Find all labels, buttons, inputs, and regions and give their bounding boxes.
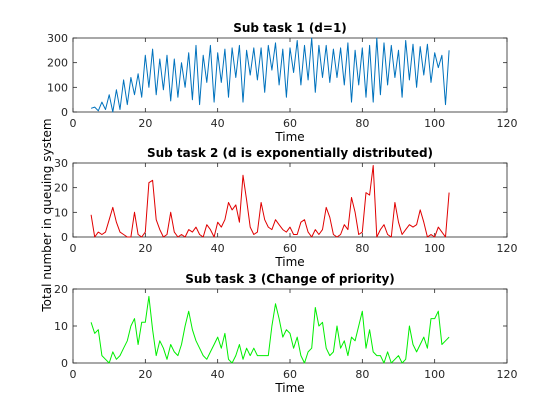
x-axis-label: Time	[274, 130, 304, 144]
x-tick-label: 120	[497, 368, 518, 381]
y-tick-label: 10	[54, 320, 68, 333]
y-tick-label: 0	[61, 231, 68, 244]
x-tick-label: 0	[70, 368, 77, 381]
y-tick-label: 10	[54, 206, 68, 219]
y-tick-label: 0	[61, 357, 68, 370]
y-tick-label: 20	[54, 182, 68, 195]
series-line	[90, 165, 450, 238]
x-tick-label: 80	[355, 242, 369, 255]
y-tick-label: 0	[61, 106, 68, 119]
subplot-title: Sub task 2 (d is exponentially distribut…	[147, 146, 433, 160]
x-tick-label: 100	[424, 117, 445, 130]
y-tick-label: 300	[47, 32, 68, 45]
x-tick-label: 60	[283, 117, 297, 130]
x-tick-label: 40	[211, 242, 225, 255]
x-axis-label: Time	[274, 255, 304, 269]
subplot-1: 0 20 40 60 80 100 120 0 100 200 300 Sub task 1 (d=1…	[47, 21, 518, 144]
x-tick-label: 60	[283, 242, 297, 255]
axes-box	[72, 288, 508, 364]
x-tick-label: 80	[355, 117, 369, 130]
axes-box	[72, 162, 508, 238]
y-tick-label: 30	[54, 157, 68, 170]
x-tick-label: 100	[424, 242, 445, 255]
subplot-2: 0 20 40 60 80 100 120 0 10 20 30 Sub task 2 (d is e…	[54, 146, 518, 269]
x-tick-label: 20	[138, 368, 152, 381]
x-tick-label: 80	[355, 368, 369, 381]
x-axis-label: Time	[274, 381, 304, 395]
x-tick-label: 120	[497, 117, 518, 130]
x-tick-label: 0	[70, 242, 77, 255]
series-line	[90, 37, 450, 113]
x-tick-label: 20	[138, 117, 152, 130]
y-tick-label: 20	[54, 283, 68, 296]
x-tick-label: 60	[283, 368, 297, 381]
subplot-title: Sub task 1 (d=1)	[233, 21, 347, 35]
x-tick-label: 120	[497, 242, 518, 255]
subplot-3: 0 20 40 60 80 100 120 0 10 20 Sub task 3 (Change o…	[54, 272, 518, 395]
series-line	[90, 295, 450, 364]
y-tick-label: 100	[47, 81, 68, 94]
shared-y-axis-label: Total number in queuing system	[40, 118, 54, 312]
y-tick-label: 200	[47, 57, 68, 70]
x-tick-label: 0	[70, 117, 77, 130]
x-tick-label: 100	[424, 368, 445, 381]
x-tick-label: 40	[211, 368, 225, 381]
x-tick-label: 40	[211, 117, 225, 130]
subplot-title: Sub task 3 (Change of priority)	[185, 272, 395, 286]
x-tick-label: 20	[138, 242, 152, 255]
